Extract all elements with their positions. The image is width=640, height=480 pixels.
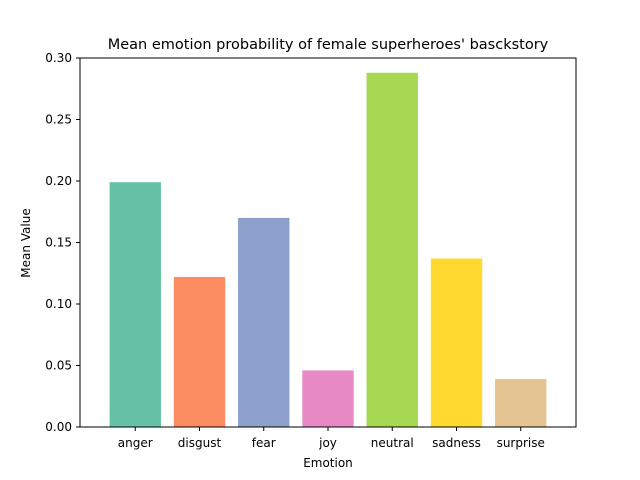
x-tick-label: disgust [178,436,222,450]
bar-disgust [173,276,226,427]
y-tick-label: 0.25 [45,113,72,127]
x-tick-label: surprise [497,436,545,450]
x-tick-label: anger [118,436,153,450]
x-axis-label: Emotion [303,456,353,470]
y-tick-label: 0.30 [45,51,72,65]
chart-title: Mean emotion probability of female super… [108,37,549,53]
bars-group [109,72,547,427]
y-axis: 0.00 0.05 0.10 0.15 0.20 0.25 0.30 [45,51,80,434]
bar-surprise [495,379,547,427]
bar-joy [302,370,354,427]
bar-sadness [430,258,483,427]
y-tick-label: 0.10 [45,297,72,311]
y-tick-label: 0.15 [45,236,72,250]
x-axis: anger disgust fear joy neutral sadness surpris… [118,427,545,450]
bar-neutral [366,72,418,427]
plot-frame [79,57,577,428]
x-tick-label: neutral [371,436,414,450]
x-tick-label: joy [318,436,337,450]
x-tick-label: sadness [432,436,481,450]
x-tick-label: fear [252,436,276,450]
y-axis-label: Mean Value [19,208,33,277]
y-tick-label: 0.00 [45,420,72,434]
bar-fear [238,217,290,427]
y-tick-label: 0.05 [45,359,72,373]
y-tick-label: 0.20 [45,174,72,188]
bar-anger [109,182,161,427]
